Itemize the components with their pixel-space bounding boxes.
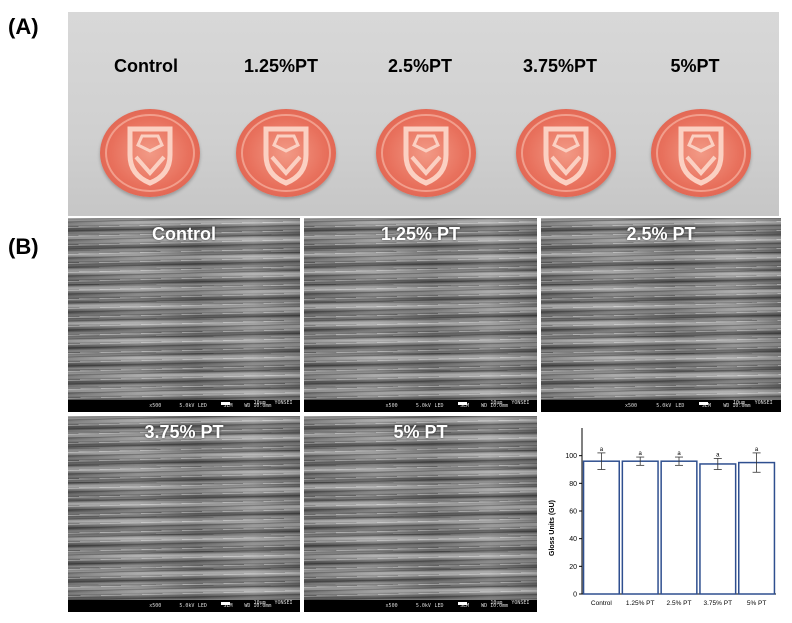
- sem-info-org: YONSEI: [511, 600, 530, 606]
- sem-title: Control: [152, 224, 216, 244]
- sample-title-5pt: 5%PT: [670, 56, 720, 76]
- shield-emblem-icon: [656, 114, 746, 192]
- gloss-bar-chart: Gloss Units (GU) 0 20 40 60 80 100 a a a a a Cont…: [549, 428, 776, 607]
- sem-info-org: YONSEI: [754, 400, 773, 406]
- sem-info-org: YONSEI: [274, 400, 293, 406]
- sem-title: 5% PT: [393, 422, 448, 442]
- shield-emblem-icon: [521, 114, 611, 192]
- sem-info-wd: WD 10.0mm: [244, 603, 272, 609]
- sem-info-kv: 5.0kV: [415, 603, 431, 609]
- sem-info-scale: 10µm: [490, 600, 503, 606]
- y-tick-label: 20: [569, 564, 577, 571]
- significance-label: a: [755, 447, 759, 453]
- sem-info-det: LED: [675, 403, 685, 409]
- x-tick-label: 3.75% PT: [704, 600, 733, 607]
- sample-title-control: Control: [114, 56, 178, 76]
- sem-info-mag: x500: [149, 403, 162, 409]
- sample-disc: [651, 109, 751, 197]
- sem-title: 3.75% PT: [144, 422, 224, 442]
- y-tick-label: 40: [569, 536, 577, 543]
- bar: [582, 460, 620, 595]
- sem-info-kv: 5.0kV: [415, 403, 431, 409]
- sem-info-bar: x500 5.0kV LED SEM WD 10.0mm 10µm YONSEI: [68, 600, 300, 612]
- x-tick-label: 2.5% PT: [667, 600, 692, 607]
- x-tick-label: Control: [591, 600, 613, 607]
- x-tick-label: 5% PT: [747, 600, 767, 607]
- bar: [621, 460, 659, 595]
- sample-disc: [236, 109, 336, 197]
- sem-info-org: YONSEI: [511, 400, 530, 406]
- bar: [738, 461, 776, 595]
- significance-label: a: [600, 447, 604, 453]
- sample-disc: [100, 109, 200, 197]
- sem-image-2-5pt: 2.5% PT x500 5.0kV LED SEM WD 10.0mm 10µm YONS…: [541, 218, 781, 412]
- shield-emblem-icon: [241, 114, 331, 192]
- sem-info-scale: 10µm: [253, 400, 266, 406]
- sem-image-1-25pt: 1.25% PT x500 5.0kV LED SEM WD 10.0mm 10µm YON…: [304, 218, 537, 412]
- shield-emblem-icon: [381, 114, 471, 192]
- sem-info-det: LED: [197, 403, 207, 409]
- panel-label-b: (B): [8, 234, 39, 259]
- sem-info-scale: 10µm: [733, 400, 746, 406]
- sample-title-3-75pt: 3.75%PT: [522, 56, 598, 76]
- sem-info-mode: SEM: [701, 403, 711, 409]
- sample-disc: [376, 109, 476, 197]
- sem-info-mag: x500: [149, 603, 162, 609]
- sem-info-scale: 10µm: [490, 400, 503, 406]
- sem-info-mag: x500: [385, 403, 398, 409]
- bar: [660, 460, 698, 595]
- panel-label-a: (A): [8, 14, 39, 39]
- y-axis-label: Gloss Units (GU): [549, 500, 556, 556]
- shield-emblem-icon: [105, 114, 195, 192]
- sample-title-2-5pt: 2.5%PT: [387, 56, 453, 76]
- sem-info-kv: 5.0kV: [179, 403, 195, 409]
- sem-info-wd: WD 10.0mm: [723, 403, 751, 409]
- bar: [699, 463, 737, 595]
- sem-info-mag: x500: [625, 403, 638, 409]
- sem-info-org: YONSEI: [274, 600, 293, 606]
- sem-info-kv: 5.0kV: [656, 403, 672, 409]
- y-tick-label: 100: [565, 453, 577, 460]
- sem-info-mode: SEM: [460, 603, 470, 609]
- sem-image-control: Control x500 5.0kV LED SEM WD 10.0mm 10µm YONS…: [68, 218, 300, 412]
- y-tick-label: 60: [569, 509, 577, 516]
- sem-scale-bar: [221, 402, 231, 405]
- significance-label: a: [677, 451, 681, 457]
- sem-info-bar: x500 5.0kV LED SEM WD 10.0mm 10µm YONSEI: [541, 400, 781, 412]
- sem-image-5pt: 5% PT x500 5.0kV LED SEM WD 10.0mm 10µm YONSEI: [304, 416, 537, 612]
- sem-info-bar: x500 5.0kV LED SEM WD 10.0mm 10µm YONSEI: [68, 400, 300, 412]
- sem-info-det: LED: [434, 403, 444, 409]
- sem-title: 1.25% PT: [380, 224, 461, 244]
- sem-scale-bar: [699, 402, 709, 405]
- sem-scale-bar: [221, 602, 231, 605]
- sem-info-scale: 10µm: [253, 600, 266, 606]
- y-tick-label: 0: [573, 592, 577, 599]
- sem-info-wd: WD 10.0mm: [481, 403, 509, 409]
- x-tick-label: 1.25% PT: [626, 600, 655, 607]
- sem-info-mag: x500: [385, 603, 398, 609]
- significance-label: a: [639, 451, 643, 457]
- sem-info-mode: SEM: [223, 603, 233, 609]
- sem-scale-bar: [457, 602, 467, 605]
- sample-disc-photo: Control 1.25%PT 2.5%PT 3.75%PT 5%PT: [68, 12, 779, 216]
- significance-label: a: [716, 452, 720, 458]
- sample-title-1-25pt: 1.25%PT: [243, 56, 319, 76]
- sem-info-kv: 5.0kV: [179, 603, 195, 609]
- sem-scale-bar: [457, 402, 467, 405]
- sem-info-wd: WD 10.0mm: [481, 603, 509, 609]
- sem-info-det: LED: [434, 603, 444, 609]
- sem-info-bar: x500 5.0kV LED SEM WD 10.0mm 10µm YONSEI: [304, 400, 537, 412]
- sample-disc: [516, 109, 616, 197]
- sem-info-wd: WD 10.0mm: [244, 403, 272, 409]
- sem-info-mode: SEM: [460, 403, 470, 409]
- sem-title: 2.5% PT: [626, 224, 696, 244]
- sem-info-bar: x500 5.0kV LED SEM WD 10.0mm 10µm YONSEI: [304, 600, 537, 612]
- sem-info-det: LED: [197, 603, 207, 609]
- y-tick-label: 80: [569, 481, 577, 488]
- sem-image-3-75pt: 3.75% PT x500 5.0kV LED SEM WD 10.0mm 10µm YON…: [68, 416, 300, 612]
- sem-info-mode: SEM: [223, 403, 233, 409]
